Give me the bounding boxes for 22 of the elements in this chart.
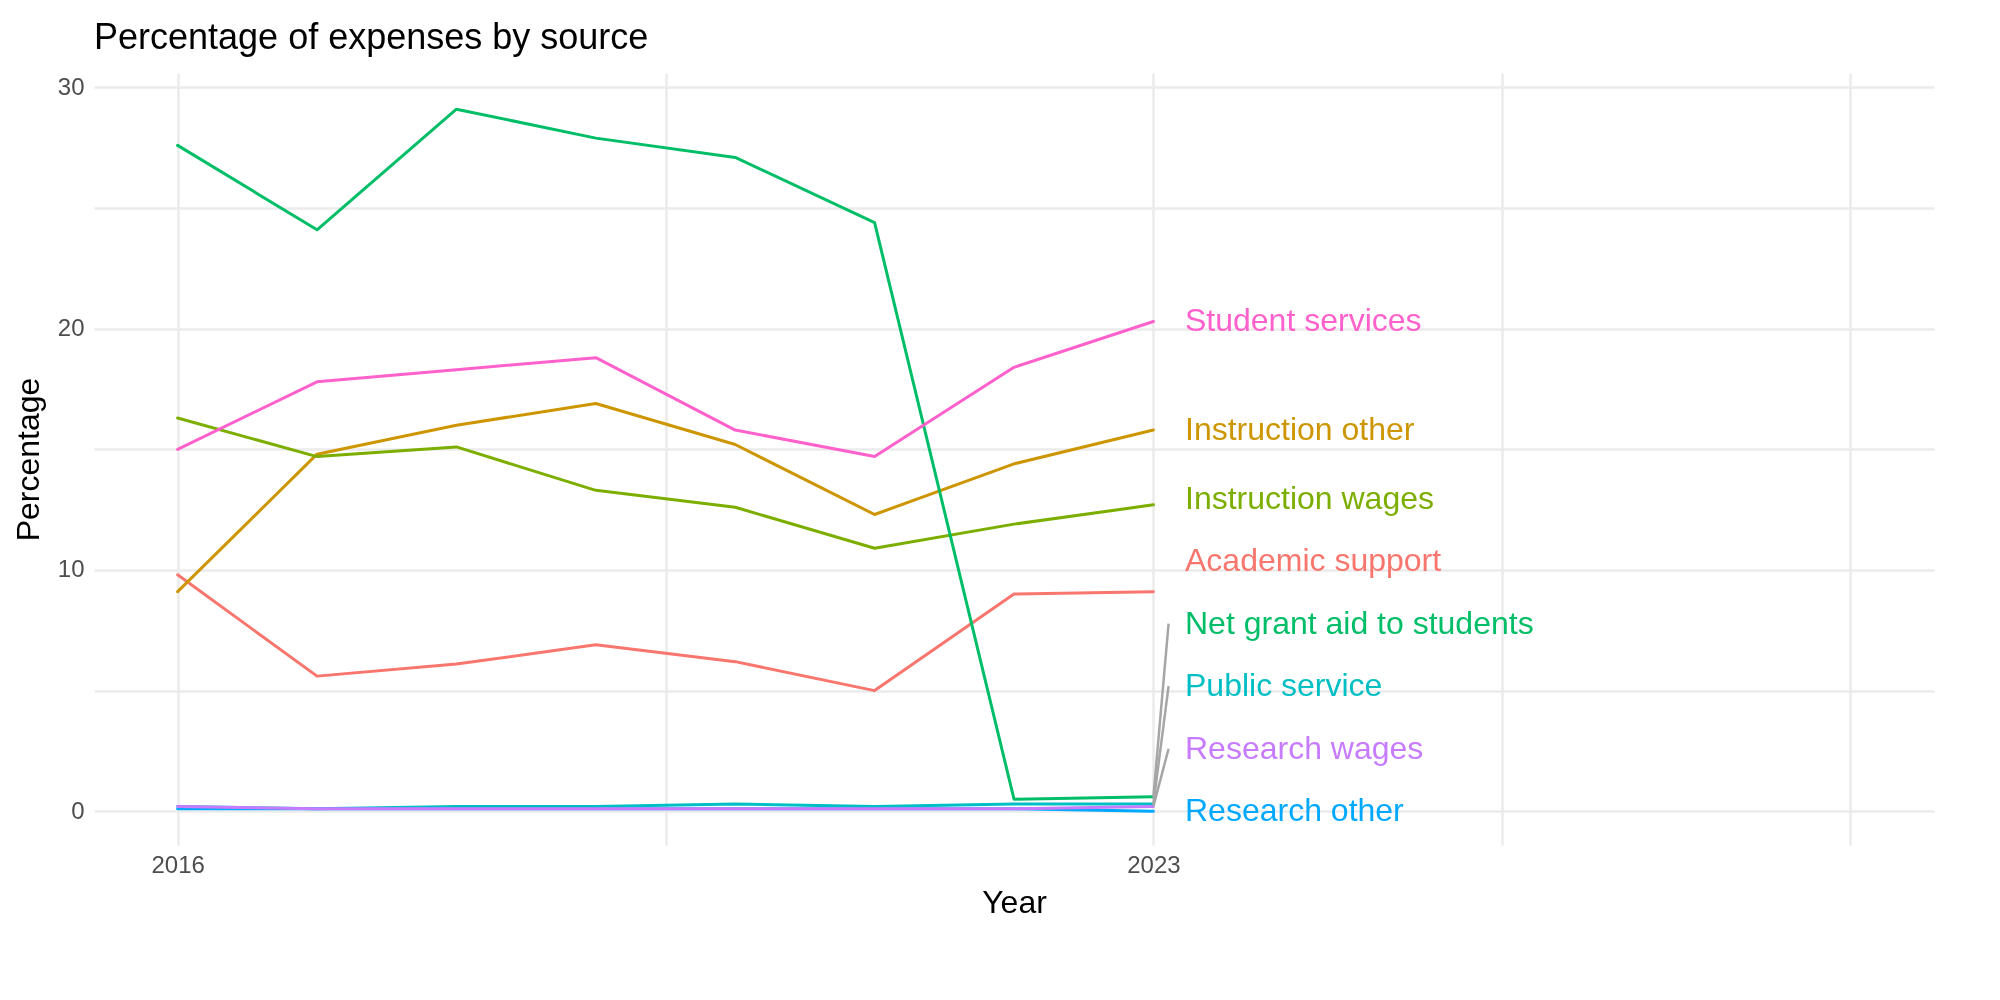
y-tick-label: 30 (57, 72, 85, 100)
x-tick-label: 2023 (1127, 850, 1181, 878)
text: Net grant aid to students (1184, 604, 1534, 641)
series-label: Instruction other (1184, 411, 1415, 448)
series-label: Student services (1184, 302, 1422, 339)
series-label: Research other (1184, 792, 1405, 829)
y-tick-label: 20 (57, 314, 85, 342)
series-label: Research wages (1184, 729, 1424, 766)
x-axis-title: Year (982, 883, 1048, 920)
line-series (176, 107, 1155, 801)
text: Public service (1184, 667, 1383, 704)
chart-title: Percentage of expenses by source (94, 16, 649, 57)
x-tick-label: 2016 (151, 850, 205, 878)
line-series (176, 402, 1155, 594)
series-label: Academic support (1184, 542, 1442, 579)
line-series (176, 573, 1155, 693)
line-series (176, 319, 1155, 459)
line-series (176, 416, 1155, 550)
y-tick-label: 10 (57, 555, 85, 583)
y-axis-title: Percentage (9, 377, 46, 542)
series-label: Instruction wages (1184, 479, 1435, 516)
y-tick-label: 0 (71, 796, 85, 824)
